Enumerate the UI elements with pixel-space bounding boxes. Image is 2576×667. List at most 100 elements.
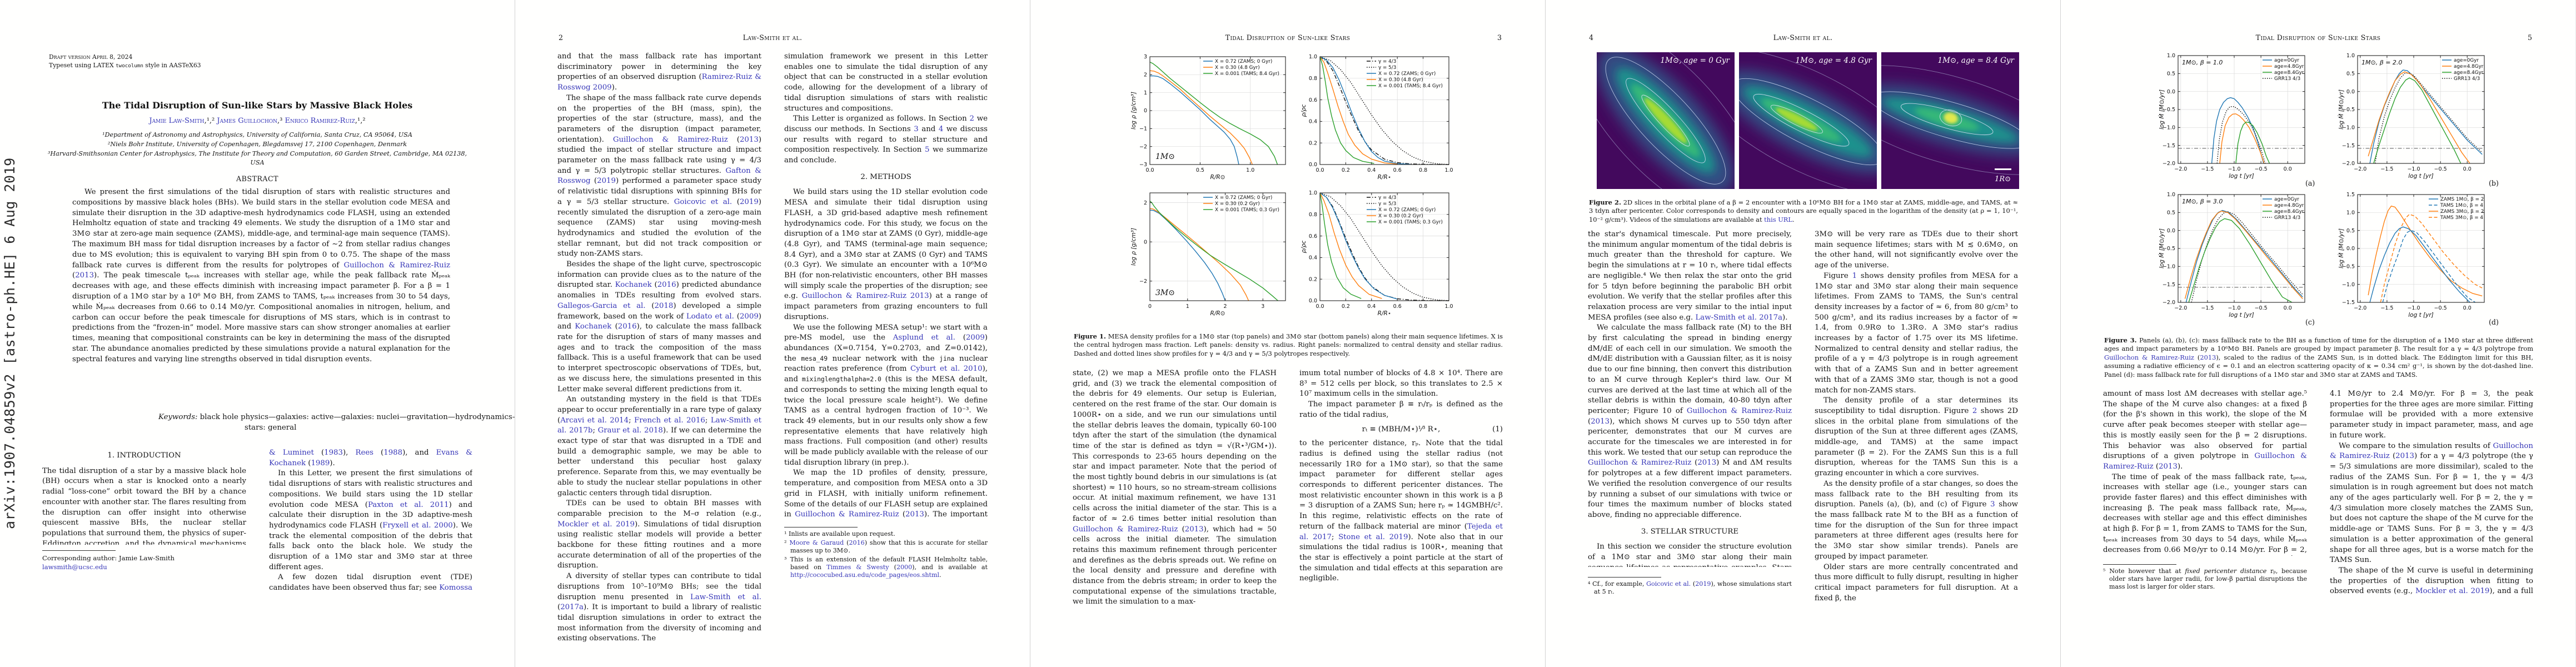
citation-link[interactable]: 3 <box>914 125 919 133</box>
svg-text:X = 0.30 (0.2 Gyr): X = 0.30 (0.2 Gyr) <box>1215 201 1260 207</box>
text-run: ) recently simulated the disruption of a… <box>557 197 761 258</box>
citation-link[interactable]: 2019 <box>597 177 616 186</box>
svg-text:−0.5: −0.5 <box>2434 305 2447 311</box>
citation-link[interactable]: French et al. 2016 <box>634 416 705 425</box>
citation-link[interactable]: Jamie Law-Smith <box>149 117 205 125</box>
svg-text:X = 0.001 (TAMS; 0.3 Gyr): X = 0.001 (TAMS; 0.3 Gyr) <box>1378 220 1443 225</box>
citation-link[interactable]: 2 <box>969 115 974 123</box>
citation-link[interactable]: Guillochon & Ramirez-Ruiz <box>1686 406 1792 415</box>
citation-link[interactable]: Paxton et al. 2011 <box>367 500 449 509</box>
citation-link[interactable]: 2019 <box>739 197 759 206</box>
citation-link[interactable]: Timmes & Swesty <box>826 564 889 571</box>
text-run: ), and is available at <box>912 564 988 571</box>
svg-text:−2.0: −2.0 <box>2174 166 2187 172</box>
affiliation-3: ³Harvard-Smithsonian Center for Astrophy… <box>47 150 467 157</box>
citation-link[interactable]: this URL <box>1764 215 1792 223</box>
citation-link[interactable]: Ramirez-Ruiz & Rosswog 2009 <box>557 73 761 92</box>
citation-link[interactable]: 2016 <box>657 281 676 290</box>
citation-link[interactable]: Stone et al. 2019 <box>1338 532 1408 541</box>
citation-link[interactable]: Goicovic et al. <box>674 197 733 206</box>
citation-link[interactable]: Gafton & Rosswog <box>557 166 761 186</box>
citation-link[interactable]: 2018 <box>654 301 674 310</box>
citation-link[interactable]: Guillochon & Ramirez-Ruiz <box>2103 452 2307 471</box>
citation-link[interactable]: Guillochon <box>795 510 835 519</box>
citation-link[interactable]: Guillochon <box>2493 441 2533 450</box>
citation-link[interactable]: Guillochon & Ramirez-Ruiz <box>1073 525 1178 534</box>
text-column-right: 3M⊙ will be very rare as TDEs due to the… <box>1815 230 2018 619</box>
citation-link[interactable]: 3 <box>1990 500 1995 509</box>
citation-link[interactable]: Guillochon & Ramirez-Ruiz <box>2104 353 2194 361</box>
text-run: ), <box>342 449 356 457</box>
citation-link[interactable]: Law-Smith et al. 2017b <box>557 416 761 435</box>
citation-link[interactable]: 2013 <box>1591 417 1610 426</box>
typeset-line: Typeset using LATEX twocolumn style in A… <box>49 62 201 69</box>
citation-link[interactable]: 4 <box>938 125 944 133</box>
citation-link[interactable]: 1989 <box>311 459 330 467</box>
citation-link[interactable]: Cyburt et al. 2010 <box>910 365 983 374</box>
citation-link[interactable]: 2013 <box>75 271 94 280</box>
paragraph: imum total number of blocks of 4.8 × 10⁴… <box>1299 369 1503 400</box>
citation-link[interactable]: 2013 <box>2395 452 2414 461</box>
citation-link[interactable]: 2013 <box>1184 525 1204 534</box>
text-run: ) and calculate their disruption in the … <box>269 500 472 530</box>
citation-link[interactable]: & Ramirez-Ruiz <box>2330 452 2390 461</box>
text-run: ( <box>2389 452 2396 461</box>
citation-link[interactable]: Gallegos-Garcia et al. <box>557 301 646 310</box>
citation-link[interactable]: 2017a <box>560 603 584 612</box>
email-link[interactable]: lawsmith@ucsc.edu <box>42 563 107 571</box>
citation-link[interactable]: 2013 <box>905 510 924 519</box>
citation-link[interactable]: 1983 <box>324 449 343 457</box>
svg-text:age=4.8Gyr: age=4.8Gyr <box>2274 64 2304 69</box>
citation-link[interactable]: Evans & Kochanek <box>269 449 472 467</box>
citation-link[interactable]: Enrico Ramirez-Ruiz <box>285 117 355 125</box>
citation-link[interactable]: Kochanek <box>615 281 652 290</box>
citation-link[interactable]: Mockler et al. 2019 <box>2415 587 2490 596</box>
text-run: We map the 1D profiles of density, press… <box>784 469 988 519</box>
citation-link[interactable]: Lodato et al. <box>686 312 734 321</box>
panel-tag-b: (b) <box>2489 179 2499 187</box>
citation-link[interactable]: Komossa <box>439 584 472 593</box>
citation-link[interactable]: Goicovic et al. <box>1646 580 1691 588</box>
citation-link[interactable]: Moore & Garaud <box>789 539 844 547</box>
citation-link[interactable]: 2000 <box>896 564 913 571</box>
citation-link[interactable]: 2013 <box>2200 353 2216 361</box>
figure2-panel-tams: 1M⊙, age = 8.4 Gyr 1R⊙ <box>1826 52 2060 189</box>
citation-link[interactable]: 2019 <box>1695 580 1711 588</box>
citation-link[interactable]: Kochanek <box>575 322 612 331</box>
figure3-panel-b: −2.0 −1.5 −1.0 −0.5 0.0 1.0 0.5 0.0 −0.5 −1.0 −1.5… <box>2338 52 2489 180</box>
citation-link[interactable]: Guillochon & Ramirez-Ruiz 2013 <box>801 292 929 301</box>
citation-link[interactable]: & Luminet <box>269 449 314 457</box>
citation-link[interactable]: 2016 <box>849 539 865 547</box>
citation-link[interactable]: Asplund et al. <box>893 334 955 342</box>
citation-link[interactable]: Arcavi et al. 2014 <box>560 416 629 425</box>
citation-link[interactable]: Guillochon & Ramirez-Ruiz <box>612 135 728 144</box>
citation-link[interactable]: 2009 <box>965 334 985 342</box>
citation-link[interactable]: Guillochon & Ramirez-Ruiz <box>343 261 450 270</box>
citation-link[interactable]: 1988 <box>383 449 403 457</box>
citation-link[interactable]: 2016 <box>617 322 637 331</box>
citation-link[interactable]: http://cococubed.asu.edu/code_pages/eos.… <box>790 571 940 579</box>
citation-link[interactable]: Law-Smith et al. <box>690 593 761 601</box>
citation-link[interactable]: 2013 <box>1697 459 1717 467</box>
text-run: ). The important differences from this s… <box>924 510 988 519</box>
citation-link[interactable]: 2013 <box>739 135 759 144</box>
text-run: ⁵ Note however that at <box>2103 568 2185 575</box>
citation-link[interactable]: Law-Smith et al. 2017a <box>1695 313 1783 322</box>
citation-link[interactable]: Mockler et al. 2019 <box>557 520 635 529</box>
citation-link[interactable]: 2 <box>1972 406 1977 415</box>
citation-link[interactable]: Fryxell et al. 2000 <box>382 521 453 530</box>
citation-link[interactable]: 5 <box>924 146 930 155</box>
arxiv-sidebar-stamp: arXiv:1907.04859v2 [astro-ph.HE] 6 Aug 2… <box>2 157 18 529</box>
citation-link[interactable]: 2009 <box>739 312 759 321</box>
svg-text:X = 0.30 (0.2 Gyr): X = 0.30 (0.2 Gyr) <box>1378 213 1423 219</box>
svg-text:−2.0: −2.0 <box>2354 166 2366 172</box>
citation-link[interactable]: 2013 <box>2159 462 2178 471</box>
citation-link[interactable]: 1 <box>1852 271 1857 280</box>
citation-link[interactable]: Guillochon & Ramirez-Ruiz <box>1588 459 1692 467</box>
citation-link[interactable]: Rees <box>355 449 374 457</box>
citation-link[interactable]: Graur et al. 2018 <box>597 426 663 435</box>
citation-link[interactable]: Tejeda et al. 2017 <box>1299 522 1503 541</box>
citation-link[interactable]: & Ramirez-Ruiz <box>838 510 899 519</box>
citation-link[interactable]: James Guillochon <box>217 117 278 125</box>
text-run: A diversity of stellar types can contrib… <box>557 572 761 601</box>
